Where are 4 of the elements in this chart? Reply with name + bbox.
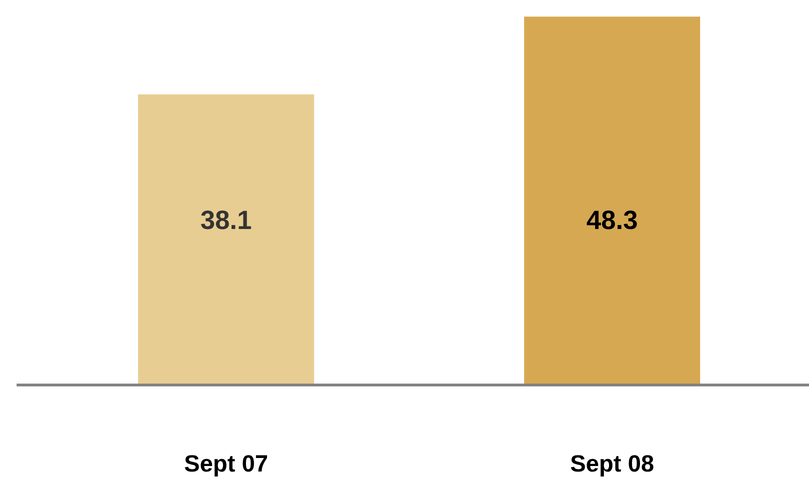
x-tick-label: Sept 07 [184,455,268,476]
x-tick-label: Sept 08 [570,455,654,476]
data-label: 38.1 [201,210,252,230]
data-label: 48.3 [586,210,637,230]
